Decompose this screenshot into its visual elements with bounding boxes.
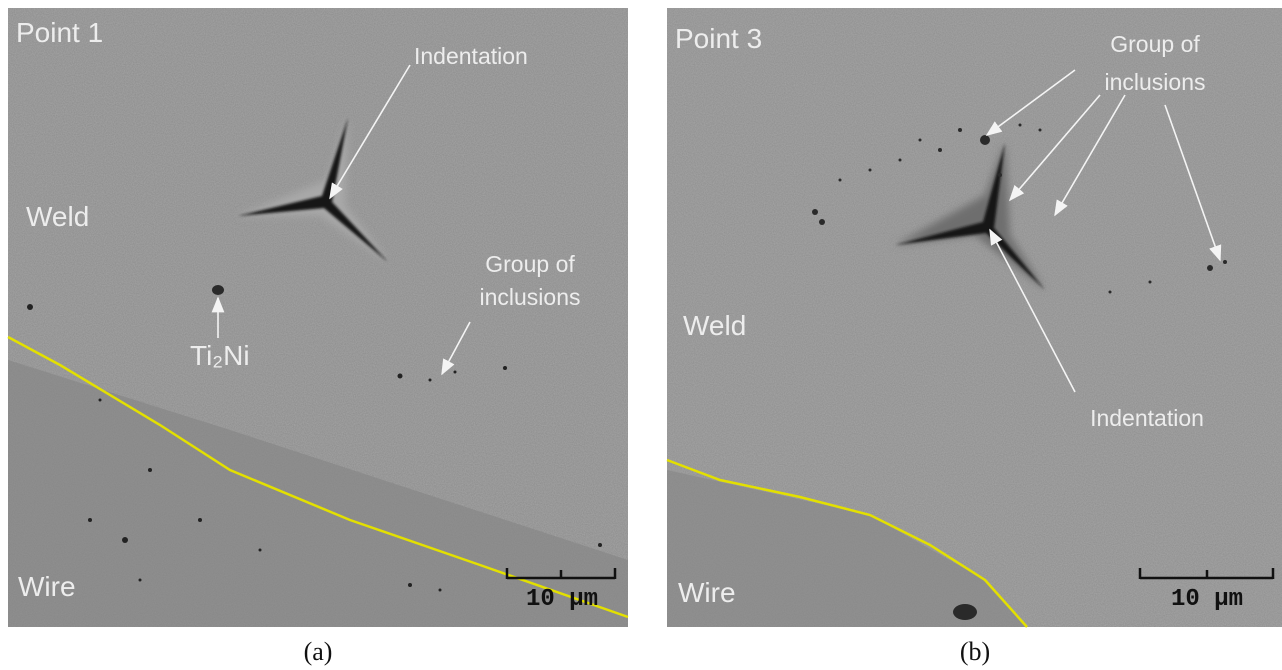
inclusions-label: Group of	[485, 251, 575, 277]
region-label: Weld	[26, 201, 89, 232]
indentation-label: Indentation	[1090, 405, 1204, 431]
panel-b: Point 3 Group of inclusions Weld Indenta…	[667, 8, 1282, 627]
region-label: Weld	[683, 310, 746, 341]
particle	[212, 285, 224, 295]
panel-a: Point 1 Indentation Weld Group of inclus…	[8, 8, 628, 627]
scale-label: 10 µm	[1171, 586, 1243, 613]
inclusions-label: Group of	[1110, 31, 1200, 57]
region-label: Wire	[18, 571, 76, 602]
caption: (b)	[960, 637, 990, 666]
point-label: Point 3	[675, 23, 762, 54]
region-label: Wire	[678, 577, 736, 608]
inclusions-label: inclusions	[1105, 69, 1206, 95]
point-label: Point 1	[16, 17, 103, 48]
indentation-label: Indentation	[414, 43, 528, 69]
inclusions-label: inclusions	[480, 284, 581, 310]
phase-label: Ti₂Ni	[190, 340, 250, 371]
caption: (a)	[304, 637, 333, 666]
scale-label: 10 µm	[526, 586, 598, 613]
figure: Point 1 Indentation Weld Group of inclus…	[0, 0, 1282, 670]
